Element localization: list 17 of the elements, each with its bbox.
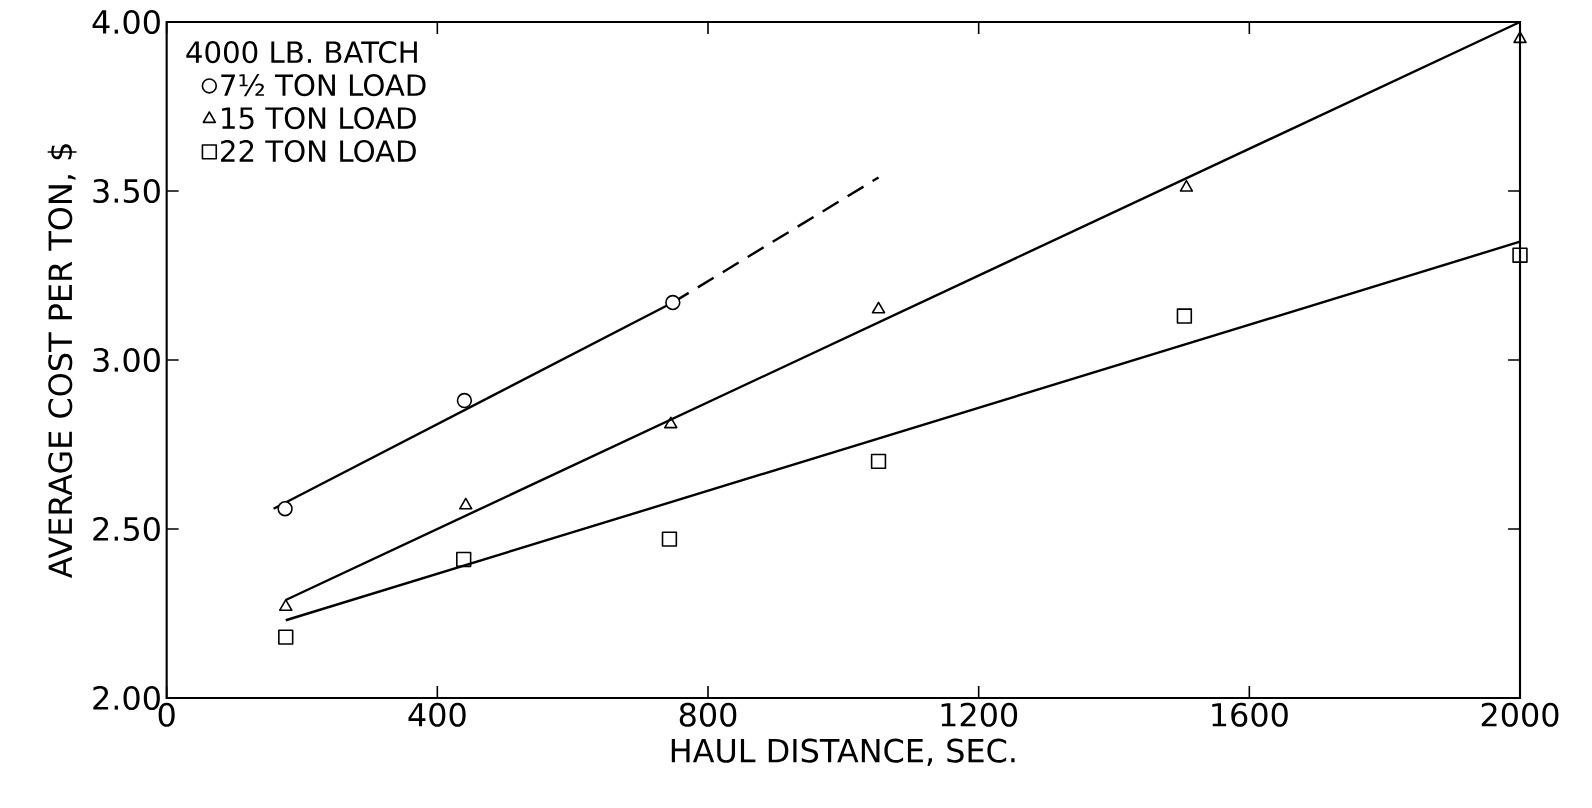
x-tick-label: 2000 xyxy=(1481,702,1559,727)
y-tick-label: 2.50 xyxy=(93,516,160,542)
x-tick-label: 800 xyxy=(679,702,737,727)
y-tick-label: 2.00 xyxy=(93,685,160,711)
x-axis-title: HAUL DISTANCE, SEC. xyxy=(671,738,1015,766)
y-tick-label: 3.00 xyxy=(93,347,160,373)
x-tick-label: 400 xyxy=(408,702,466,727)
legend-label: 7½ TON LOAD xyxy=(221,74,426,97)
x-tick-label: 1200 xyxy=(941,702,1018,727)
y-axis-title: AVERAGE COST PER TON, $ xyxy=(47,144,77,579)
legend-label: 15 TON LOAD xyxy=(222,107,416,130)
legend-title: 4000 LB. BATCH xyxy=(186,41,417,64)
y-tick-label: 4.00 xyxy=(92,9,160,35)
x-tick-label: 0 xyxy=(158,702,175,727)
y-tick-label: 3.50 xyxy=(93,178,160,204)
x-tick-label: 1600 xyxy=(1212,702,1288,727)
legend-label: 22 TON LOAD xyxy=(221,140,416,163)
